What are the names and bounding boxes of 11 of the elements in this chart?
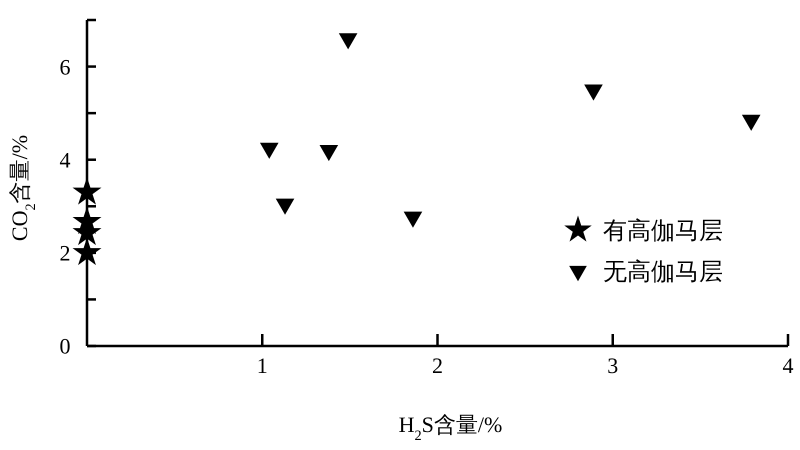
- x-axis-title: H$_{2}$S含量/%: [398, 412, 502, 444]
- y-tick-label: 0: [60, 334, 70, 359]
- y-tick-label: 6: [60, 54, 70, 80]
- x-tick-label: 1: [256, 353, 268, 378]
- x-tick-label: 4: [782, 353, 794, 378]
- x-tick-label: 2: [432, 353, 443, 378]
- y-tick-label: 2: [60, 240, 70, 266]
- x-tick-label: 3: [607, 353, 618, 378]
- legend-label: 有高伽马层: [603, 217, 723, 244]
- legend-label: 无高伽马层: [603, 258, 723, 286]
- y-tick-label: 4: [60, 147, 70, 172]
